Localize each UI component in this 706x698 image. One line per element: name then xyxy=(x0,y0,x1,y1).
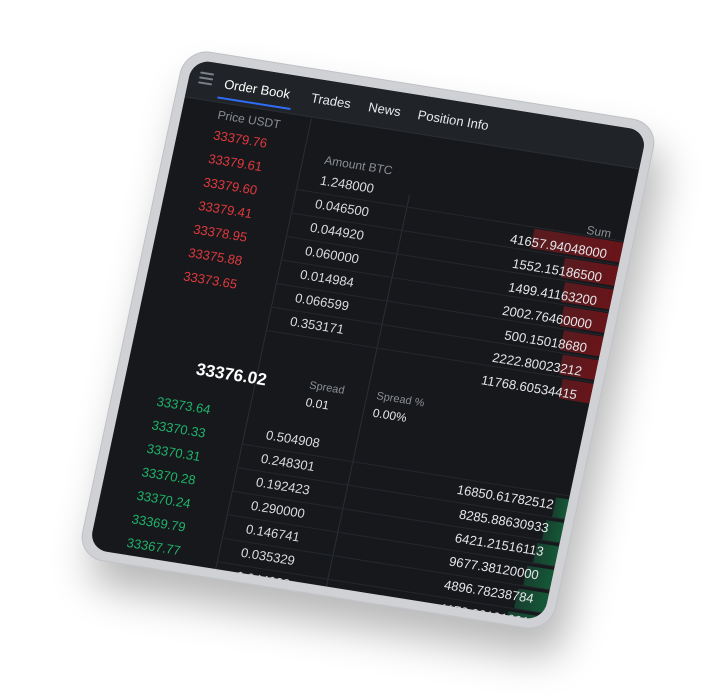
tab-trades[interactable]: Trades xyxy=(309,90,353,112)
ask-price: 33378.95 xyxy=(192,221,249,245)
price-column-header: Price USDT xyxy=(216,107,282,132)
menu-icon[interactable] xyxy=(197,71,215,86)
spread-value: 0.01 xyxy=(304,395,331,413)
ask-price: 33373.65 xyxy=(182,268,239,292)
mid-price: 33376.02 xyxy=(194,359,269,390)
ask-price: 33379.41 xyxy=(196,197,254,222)
tablet-frame: Order Book Trades News Position Info Pri… xyxy=(76,47,660,633)
bid-price: 33370.33 xyxy=(150,417,208,441)
bid-price: 33373.64 xyxy=(155,393,213,418)
bid-price: 33370.31 xyxy=(145,440,203,465)
tab-news[interactable]: News xyxy=(367,99,403,120)
bid-price: 33370.28 xyxy=(140,464,198,488)
bid-sum: 8285.88630933 xyxy=(457,506,551,536)
bid-price: 33370.24 xyxy=(135,487,193,512)
ask-price: 33379.60 xyxy=(201,174,259,198)
bid-sum: 9677.38120000 xyxy=(447,553,541,583)
bid-price: 33369.79 xyxy=(130,511,188,535)
bid-price: 33367.77 xyxy=(125,534,183,559)
ask-amount: 1.248000 xyxy=(318,172,376,196)
bid-amount: 0.504908 xyxy=(264,427,322,451)
bid-sum: 6421.21516113 xyxy=(453,530,546,559)
ask-price: 33379.61 xyxy=(206,150,264,175)
order-book-screen: Order Book Trades News Position Info Pri… xyxy=(88,59,648,621)
tab-position-info[interactable]: Position Info xyxy=(416,107,491,134)
tab-order-book[interactable]: Order Book xyxy=(222,76,292,102)
ask-price: 33375.88 xyxy=(187,245,244,269)
spread-label: Spread xyxy=(308,379,346,397)
ask-price: 33379.76 xyxy=(211,127,269,151)
bid-sum: 4896.78238784 xyxy=(442,577,536,606)
spread-pct-value: 0.00% xyxy=(371,405,409,425)
